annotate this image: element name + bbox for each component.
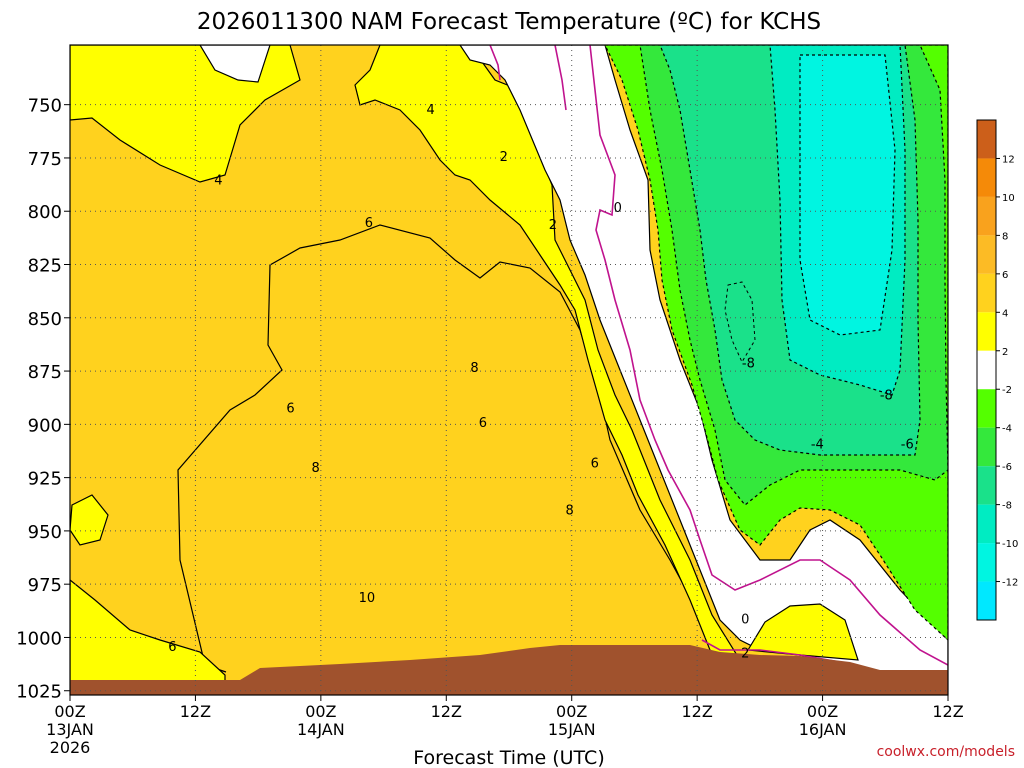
plot-area: [70, 45, 948, 695]
contour-label: -6: [901, 438, 914, 453]
y-tick-label: 1000: [16, 628, 62, 649]
colorbar-label: -4: [1002, 424, 1012, 435]
contour-label: 8: [565, 504, 573, 519]
colorbar-label: 4: [1002, 308, 1008, 319]
contour-label: 2: [741, 646, 749, 661]
colorbar-label: 10: [1002, 193, 1015, 204]
colorbar-label: 8: [1002, 231, 1008, 242]
colorbar-label: 6: [1002, 270, 1008, 281]
colorbar-swatch: [977, 312, 996, 351]
contour-label: 0: [614, 201, 622, 216]
contour-labels: 4 4 2 2 0 6 6 8 6 8 6 8 10 6 0 2 -8 -8 -4 -6: [168, 103, 913, 661]
chart-title: 2026011300 NAM Forecast Temperature (ºC)…: [197, 9, 821, 35]
contour-label: 6: [591, 457, 599, 472]
contour-label: 2: [500, 150, 508, 165]
field-2-to-4-bottomleft: [70, 579, 226, 695]
field-2-to-4-pocket: [746, 603, 859, 661]
contour-label: 8: [470, 361, 478, 376]
colorbar-swatch: [977, 158, 996, 197]
contour-label: 8: [311, 461, 319, 476]
x-tick-date: 16JAN: [799, 720, 847, 739]
colorbar: 12 10 8 6 4 2 -2 -4 -6 -8 -10 -12: [976, 119, 1018, 621]
contour-label: 6: [286, 401, 294, 416]
contour-label: 2: [549, 218, 557, 233]
y-tick-label: 850: [28, 309, 62, 330]
colorbar-swatch: [977, 350, 996, 390]
x-tick-label: 00Z: [556, 702, 587, 721]
contour-label: -8: [742, 357, 755, 372]
x-tick-date: 14JAN: [297, 720, 345, 739]
contour-label: 6: [168, 640, 176, 655]
field-minus2-to-2-corner: [199, 45, 271, 83]
contour-label: 6: [479, 416, 487, 431]
colorbar-swatch: [977, 389, 996, 428]
x-axis-label: Forecast Time (UTC): [413, 747, 604, 768]
colorbar-swatch: [977, 466, 996, 505]
colorbar-swatch: [977, 543, 996, 582]
contour-label: -4: [811, 438, 824, 453]
contour-6-line: [177, 224, 727, 695]
y-tick-label: 750: [28, 96, 62, 117]
x-tick-year: 2026: [50, 738, 91, 757]
field-2-to-4-island: [70, 494, 109, 546]
colorbar-label: -6: [1002, 462, 1012, 473]
grid-lines: [70, 45, 948, 695]
contour-label: 4: [426, 103, 434, 118]
contour-label: 4: [214, 173, 222, 188]
colorbar-label: -2: [1002, 385, 1012, 396]
y-axis: 750 775 800 825 850 875 900 925 950 975 1000 1025: [16, 96, 70, 703]
x-tick-label: 00Z: [807, 702, 838, 721]
y-tick-label: 875: [28, 362, 62, 383]
credit-label: coolwx.com/models: [877, 744, 1015, 760]
contour-0-isotherm-c: [489, 45, 501, 81]
colorbar-swatch: [977, 235, 996, 274]
colorbar-label: -8: [1002, 501, 1012, 512]
contour-label: -8: [880, 389, 893, 404]
contour-minus8-loop: [724, 281, 756, 364]
colorbar-swatch: [977, 581, 996, 620]
colorbar-label: 12: [1002, 154, 1015, 165]
contour-label: 0: [741, 612, 749, 627]
field-minus10-to-minus12: [799, 54, 896, 336]
colorbar-swatch: [977, 504, 996, 544]
contour-0-isotherm: [589, 45, 948, 666]
y-tick-label: 775: [28, 149, 62, 170]
field-2-to-4-wedge: [354, 45, 761, 695]
y-tick-label: 800: [28, 202, 62, 223]
y-tick-label: 825: [28, 256, 62, 277]
plot-frame: [69, 44, 949, 696]
x-tick-label: 12Z: [681, 702, 712, 721]
contour-0-isotherm-b: [554, 45, 567, 111]
contour-label: 6: [365, 216, 373, 231]
x-tick-date: 15JAN: [548, 720, 596, 739]
y-tick-label: 900: [28, 415, 62, 436]
terrain-ground: [70, 645, 948, 695]
x-tick-label: 12Z: [431, 702, 462, 721]
colorbar-frame: [976, 119, 997, 621]
x-tick-label: 00Z: [54, 702, 85, 721]
y-tick-label: 975: [28, 575, 62, 596]
x-tick-label: 00Z: [305, 702, 336, 721]
colorbar-swatch: [977, 196, 996, 236]
x-tick-date: 13JAN: [46, 720, 94, 739]
contour-label: 10: [359, 591, 376, 606]
colorbar-swatch: [977, 427, 996, 467]
colorbar-swatch: [977, 120, 996, 159]
y-tick-label: 950: [28, 522, 62, 543]
colorbar-swatch: [977, 273, 996, 313]
x-tick-label: 12Z: [932, 702, 963, 721]
colorbar-label: -10: [1002, 539, 1018, 550]
x-tick-label: 12Z: [180, 702, 211, 721]
y-tick-label: 925: [28, 469, 62, 490]
y-tick-label: 1025: [16, 682, 62, 703]
colorbar-label: -12: [1002, 578, 1018, 589]
colorbar-label: 2: [1002, 347, 1008, 358]
